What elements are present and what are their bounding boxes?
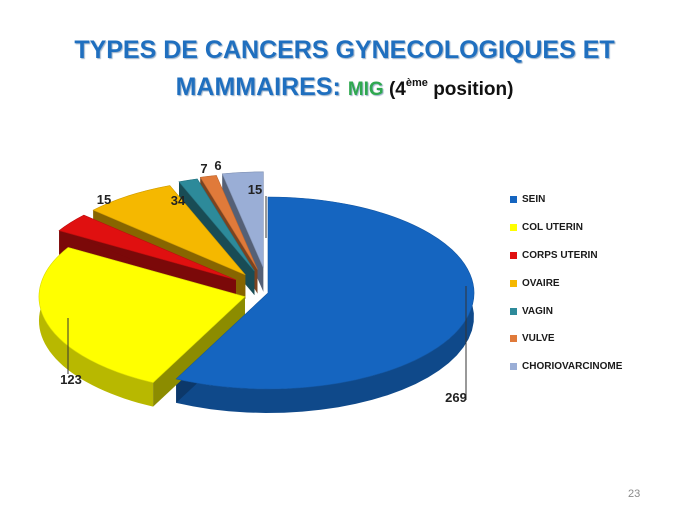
legend-swatch: [510, 363, 517, 371]
pie-slice-corps-uterin: [58, 214, 237, 281]
data-label-ovaire: 34: [171, 193, 186, 208]
legend-swatch: [510, 279, 517, 287]
title-position-close: position): [427, 79, 514, 100]
title-line-1: TYPES DE CANCERS GYNECOLOGIQUES ET: [74, 36, 615, 64]
pie-slice-col-uterin: [38, 247, 246, 383]
title-position-text: (4ème position): [383, 77, 514, 100]
pie-slice-choriovarcinome: [221, 171, 264, 268]
legend-item-vagin: VAGIN: [510, 297, 622, 325]
legend-item-vulve: VULVE: [510, 325, 622, 353]
slide-title: TYPES DE CANCERS GYNECOLOGIQUES ET MAMMA…: [0, 34, 689, 106]
legend-swatch: [510, 335, 517, 343]
legend-item-corps-uterin: CORPS UTERIN: [510, 242, 622, 270]
page-number: 23: [628, 488, 641, 500]
legend-label: CHORIOVARCINOME: [522, 361, 623, 373]
title-line-2: MAMMAIRES: MIG (4ème position): [0, 67, 689, 106]
legend-swatch: [510, 307, 517, 315]
legend-item-col-uterin: COL UTERIN: [510, 214, 622, 242]
title-main-text: MAMMAIRES:: [175, 73, 348, 101]
pie-top-layer: [38, 171, 475, 390]
legend-item-sein: SEIN: [510, 186, 622, 214]
chart-legend: SEIN COL UTERIN CORPS UTERIN OVAIRE VAGIN VUL…: [510, 186, 622, 381]
data-label-vagin: 7: [200, 161, 207, 176]
legend-label: COL UTERIN: [522, 222, 583, 234]
data-label-corps-uterin: 15: [97, 192, 111, 207]
data-label-choriovarcinome: 15: [248, 182, 262, 197]
legend-swatch: [510, 196, 517, 204]
legend-label: VULVE: [522, 333, 555, 345]
legend-item-choriovarcinome: CHORIOVARCINOME: [510, 353, 622, 381]
legend-label: CORPS UTERIN: [522, 249, 598, 261]
legend-label: VAGIN: [522, 305, 553, 317]
title-mig-text: MIG: [347, 79, 384, 100]
pie-slice-vagin: [178, 178, 255, 272]
data-label-col-uterin: 123: [60, 372, 82, 387]
pie-slice-vulve: [199, 175, 258, 270]
title-position-open: (4: [383, 79, 406, 100]
data-label-vulve: 6: [214, 158, 221, 173]
legend-label: OVAIRE: [522, 277, 560, 289]
legend-label: SEIN: [522, 194, 546, 206]
pie-slice-side-sein: [176, 197, 474, 413]
title-position-sup: ème: [405, 77, 428, 89]
legend-swatch: [510, 224, 517, 232]
pie-slice-sein: [175, 196, 475, 390]
pie-slice-ovaire: [92, 185, 246, 276]
legend-swatch: [510, 251, 517, 259]
data-label-sein: 269: [445, 390, 467, 405]
legend-item-ovaire: OVAIRE: [510, 269, 622, 297]
